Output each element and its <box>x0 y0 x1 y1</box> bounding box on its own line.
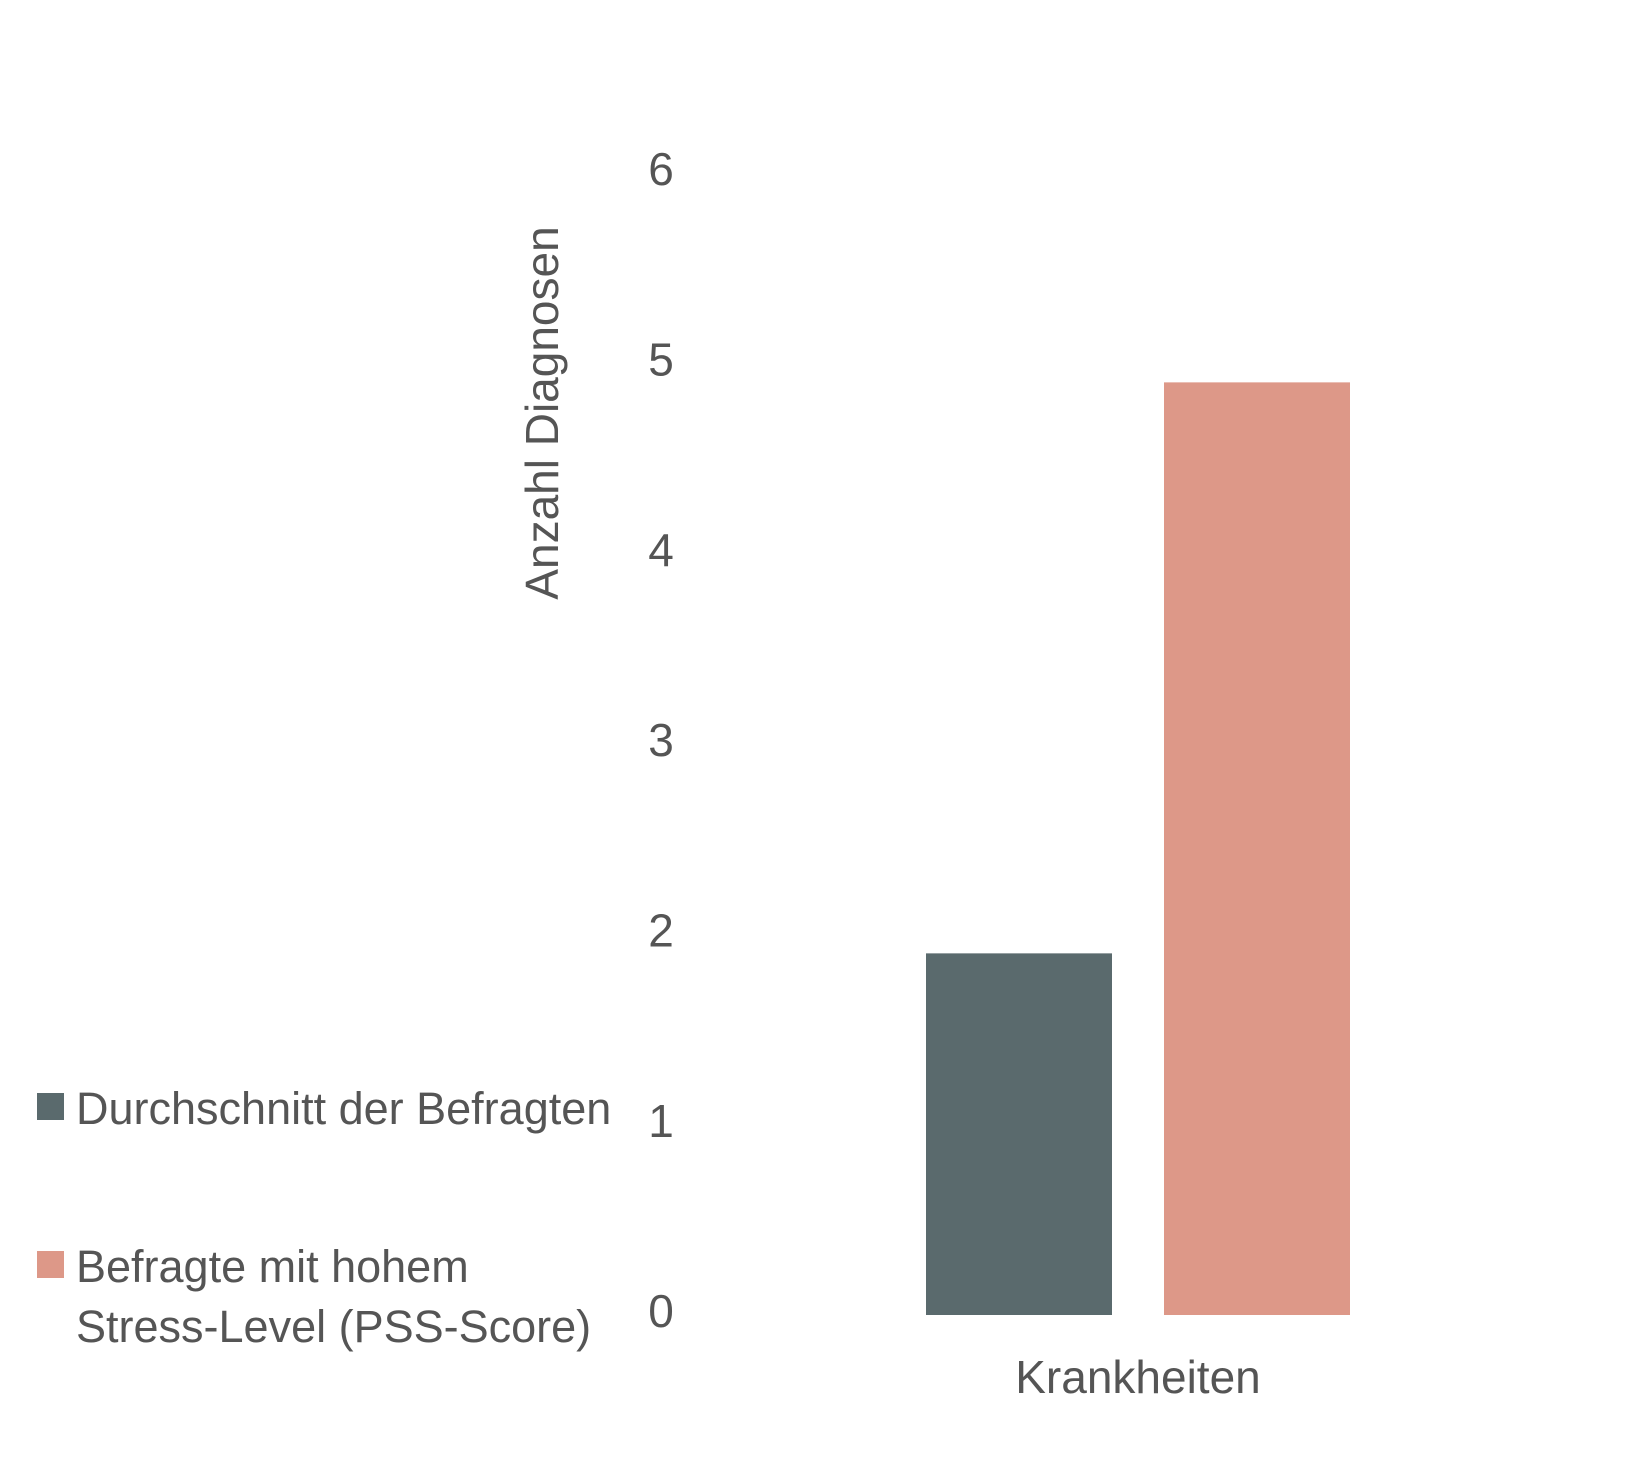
y-tick-label: 2 <box>648 904 674 956</box>
y-axis-title: Anzahl Diagnosen <box>516 226 568 599</box>
x-tick-label: Krankheiten <box>1015 1351 1261 1403</box>
legend-label: Durchschnitt der Befragten <box>76 1083 612 1134</box>
y-tick-label: 1 <box>648 1095 674 1147</box>
y-tick-label: 6 <box>648 143 674 195</box>
y-tick-label: 4 <box>648 524 674 576</box>
y-tick-label: 5 <box>648 333 674 385</box>
y-tick-label: 0 <box>648 1285 674 1337</box>
y-tick-label: 3 <box>648 714 674 766</box>
legend-swatch <box>37 1093 64 1120</box>
bar <box>1164 382 1350 1315</box>
legend-swatch <box>37 1251 64 1278</box>
legend-label: Befragte mit hohem Stress-Level (PSS-Sco… <box>76 1241 592 1352</box>
bar <box>926 953 1112 1315</box>
